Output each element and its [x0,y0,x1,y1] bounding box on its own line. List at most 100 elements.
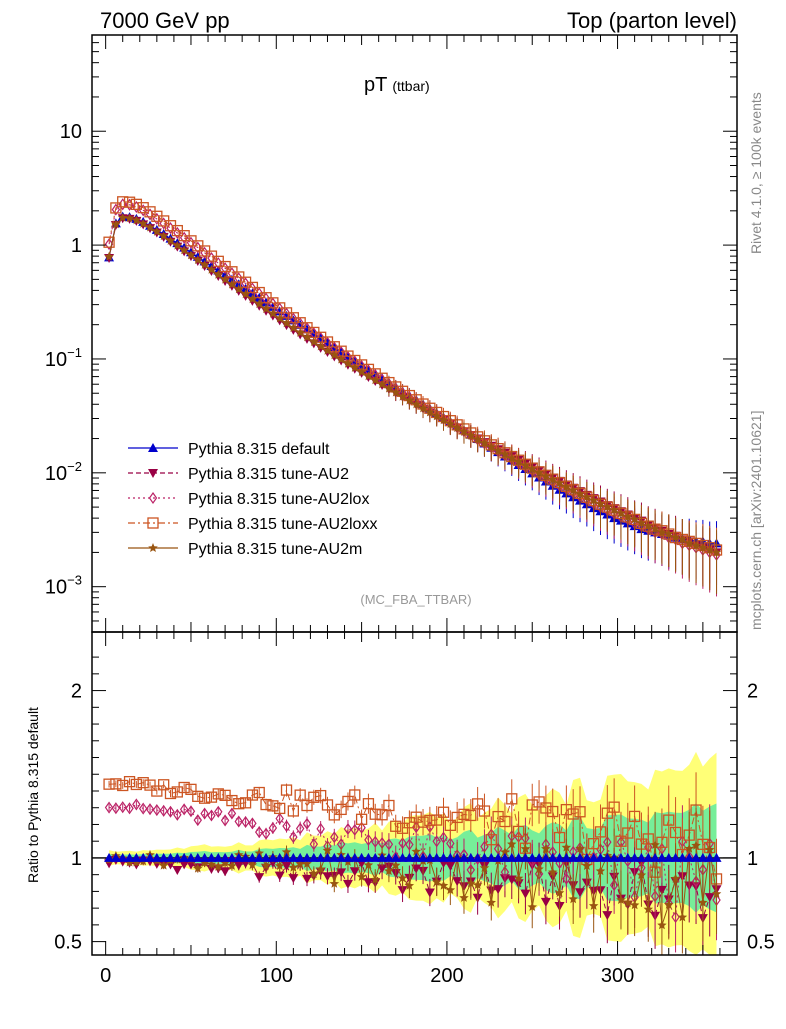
data-point-au2m [111,219,121,229]
header-left: 7000 GeV pp [100,8,230,33]
ratio-point-au2m [397,873,408,883]
ratio-point-au2lox [282,820,291,833]
ratio-point-au2m [158,860,169,870]
ratio-point-au2m [691,840,701,850]
data-point-au2m [582,492,592,502]
ratio-point-au2loxx [615,835,627,847]
ratio-point-au2m [281,847,292,857]
ratio-point-au2m [247,860,258,870]
ratio-point-au2 [322,872,333,882]
ratio-point-au2m [616,895,626,904]
ratio-point-au2 [424,888,435,898]
ratio-point-default [254,852,265,862]
ratio-point-au2lox [405,838,414,851]
ratio-point-au2m [411,846,421,856]
data-point-au2m [329,350,340,360]
ratio-point-au2m [322,845,333,855]
data-point-au2m [588,495,599,505]
data-point-au2m [261,303,271,313]
ratio-point-au2loxx [485,834,497,846]
data-point-au2loxx [110,202,122,214]
ratio-point-au2m [623,897,633,907]
ratio-point-au2loxx [246,789,259,801]
ratio-point-au2m [568,894,578,904]
ratio-point-au2loxx [417,816,429,828]
ratio-point-au2loxx [280,784,293,796]
data-point-au2lox [111,203,121,216]
ratio-point-au2loxx [253,786,265,799]
ratio-ytick-label-right: 1 [747,848,758,870]
ratio-point-default [233,852,244,862]
ratio-xtick-label: 0 [100,965,111,987]
data-point-au2loxx [117,196,129,208]
ratio-point-au2loxx [287,805,299,817]
legend-label-default: Pythia 8.315 default [188,441,330,458]
ratio-point-default [363,852,374,862]
ratio-point-au2loxx [588,838,600,850]
ratio-point-au2lox [193,814,203,827]
ratio-point-au2lox [186,805,196,818]
ratio-point-default [206,852,217,862]
ratio-ylabel: Ratio to Pythia 8.315 default [25,707,41,883]
ratio-point-default [697,852,708,862]
ratio-point-default [479,852,490,862]
ratio-point-au2loxx [158,779,170,791]
ratio-xtick-label: 200 [430,965,463,987]
ratio-point-au2m [643,904,653,914]
ratio-point-au2loxx [512,825,525,838]
ratio-point-default [691,852,702,862]
ratio-point-au2loxx [294,789,306,801]
ratio-point-au2 [520,889,531,899]
ratio-point-au2m [507,839,517,849]
data-point-au2m [411,399,421,409]
ratio-point-au2loxx [369,808,381,820]
ratio-point-default [322,852,333,862]
ratio-ytick-label-right: 0.5 [747,932,775,954]
ratio-point-au2m [206,859,217,869]
ratio-point-au2m [193,863,203,873]
main-ytick-label-base: 1 [71,235,82,257]
ratio-point-au2m [329,878,340,888]
data-point-au2m [711,547,722,557]
ratio-point-au2m [554,887,565,897]
ratio-point-au2loxx [444,819,456,832]
ratio-point-au2loxx [192,790,204,802]
ratio-point-au2loxx [212,788,224,800]
ratio-point-au2loxx [465,809,477,822]
data-point-au2m [418,403,428,413]
ratio-point-au2 [179,860,190,870]
ratio-point-au2lox [691,875,701,888]
data-point-au2m [377,379,387,389]
ratio-point-au2loxx [567,808,579,820]
ratio-point-au2loxx [656,836,668,848]
ratio-point-au2m [575,843,585,853]
ratio-point-au2 [220,867,231,877]
data-point-au2m [548,474,558,484]
ratio-point-au2lox [302,817,312,830]
ratio-point-au2m [124,857,135,867]
ratio-point-au2lox [330,831,339,844]
data-point-au2m [595,499,606,509]
ratio-point-au2lox [275,812,284,825]
ratio-point-au2lox [173,808,182,821]
ratio-point-au2m [288,862,299,872]
ratio-point-au2loxx [321,799,334,811]
ratio-point-default [240,852,251,862]
main-ytick-label-exp: −1 [67,345,82,360]
ratio-point-au2lox [200,807,209,820]
data-point-au2m [459,426,469,436]
data-point-au2m [336,354,346,364]
ratio-point-au2loxx [137,777,149,789]
ratio-point-default [124,852,135,862]
data-point-au2m [220,274,230,284]
data-point-au2m [302,332,312,342]
data-point-default [261,297,272,307]
ratio-point-default [117,852,128,862]
ratio-point-default [274,852,285,862]
data-point-default [267,301,278,311]
ratio-point-au2loxx [574,806,586,818]
ratio-point-default [684,852,695,862]
data-point-au2m [118,212,128,222]
ratio-point-au2m [404,880,415,890]
ratio-point-au2loxx [362,798,375,810]
